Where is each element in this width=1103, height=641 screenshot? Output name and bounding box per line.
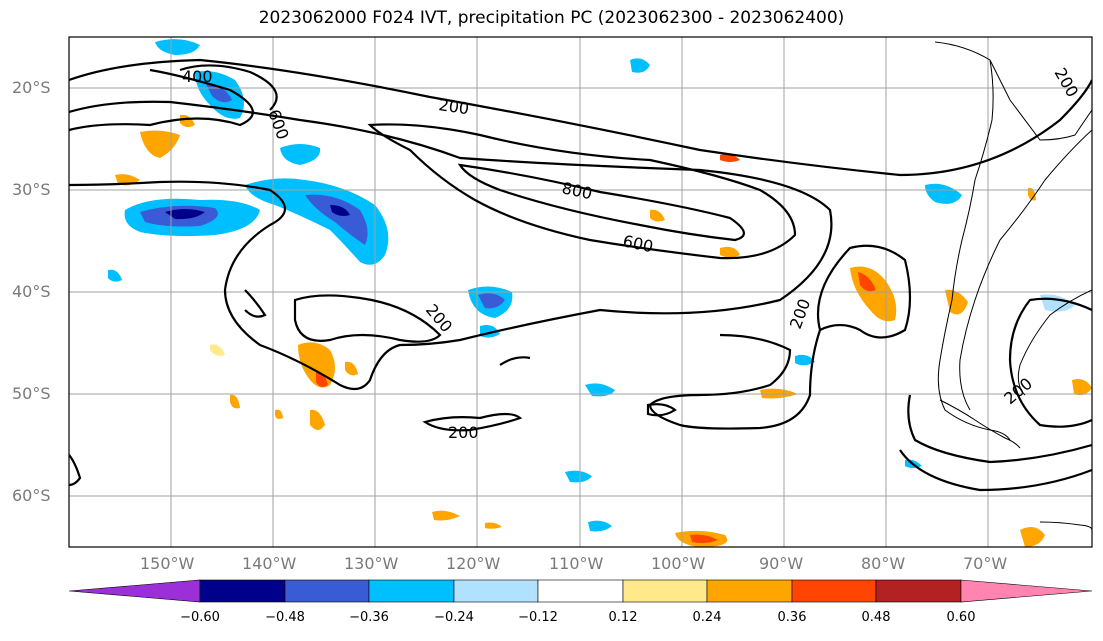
longitude-label: 100°W bbox=[651, 554, 706, 573]
colorbar-tick-label: 0.36 bbox=[777, 610, 807, 625]
colorbar-segment bbox=[537, 579, 624, 603]
latitude-label: 60°S bbox=[12, 486, 51, 505]
colorbar-segment bbox=[199, 579, 286, 603]
latitude-label: 30°S bbox=[12, 180, 51, 199]
colorbar-tick-label: 0.12 bbox=[608, 610, 638, 625]
longitude-label: 150°W bbox=[140, 554, 195, 573]
graticule bbox=[69, 37, 1092, 547]
contour-label: 600 bbox=[621, 231, 655, 256]
colorbar bbox=[68, 579, 1093, 603]
colorbar-tick-label: −0.36 bbox=[349, 610, 389, 625]
colorbar-segment bbox=[622, 579, 708, 603]
colorbar-tick-label: 0.48 bbox=[861, 610, 891, 625]
colorbar-segment bbox=[368, 579, 455, 603]
contour-label: 200 bbox=[1051, 65, 1083, 101]
longitude-label: 140°W bbox=[242, 554, 297, 573]
contour-label: 400 bbox=[182, 67, 213, 86]
longitude-label: 120°W bbox=[446, 554, 501, 573]
contour-label: 200 bbox=[437, 95, 470, 118]
longitude-label: 80°W bbox=[861, 554, 906, 573]
map-title: 2023062000 F024 IVT, precipitation PC (2… bbox=[258, 8, 845, 28]
contour-label: 600 bbox=[264, 107, 292, 142]
colorbar-segment bbox=[453, 579, 539, 603]
colorbar-tick-label: −0.12 bbox=[518, 610, 558, 625]
colorbar-extend-high bbox=[960, 579, 1093, 603]
contour-label: 200 bbox=[1000, 374, 1036, 408]
colorbar-tick-label: 0.60 bbox=[946, 610, 976, 625]
colorbar-tick-label: −0.48 bbox=[265, 610, 305, 625]
colorbar-segment bbox=[706, 579, 793, 603]
latitude-label: 20°S bbox=[12, 78, 51, 97]
contour-label: 800 bbox=[560, 178, 594, 203]
colorbar-tick-label: −0.24 bbox=[434, 610, 474, 625]
latitude-label: 50°S bbox=[12, 384, 51, 403]
colorbar-segment bbox=[791, 579, 877, 603]
colorbar-extend-low bbox=[68, 579, 201, 603]
colorbar-tick-label: −0.60 bbox=[180, 610, 220, 625]
colorbar-segment bbox=[875, 579, 962, 603]
latitude-label: 40°S bbox=[12, 282, 51, 301]
colorbar-tick-label: 0.24 bbox=[692, 610, 722, 625]
longitude-label: 90°W bbox=[759, 554, 804, 573]
longitude-label: 70°W bbox=[963, 554, 1008, 573]
map-plot-area: 400 600 200 800 600 200 200 200 200 200 bbox=[69, 37, 1092, 547]
precipitation-shading bbox=[108, 39, 1092, 547]
coastline bbox=[934, 41, 1092, 531]
contour-label: 200 bbox=[786, 296, 814, 331]
longitude-label: 110°W bbox=[549, 554, 604, 573]
map-frame bbox=[68, 36, 1093, 548]
colorbar-segment bbox=[284, 579, 370, 603]
contour-label: 200 bbox=[448, 423, 479, 442]
contour-label: 200 bbox=[422, 300, 456, 336]
ivt-contours bbox=[69, 58, 1092, 492]
longitude-label: 130°W bbox=[344, 554, 399, 573]
